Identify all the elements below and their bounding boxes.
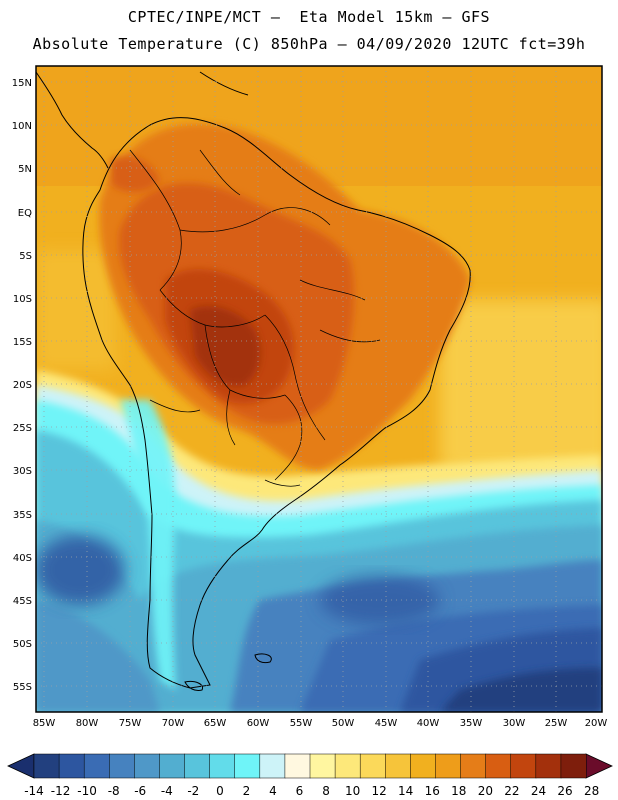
colorbar-label: 22 (504, 784, 519, 798)
lon-label: 20W (585, 718, 608, 729)
colorbar-cell (334, 753, 361, 779)
lat-label: 15N (12, 78, 32, 89)
lat-label: 5S (19, 251, 32, 262)
colorbar-cell (33, 753, 60, 779)
colorbar-label: 26 (557, 784, 572, 798)
longitude-axis: 85W 80W 75W 70W 65W 60W 55W 50W 45W 40W … (33, 718, 608, 729)
colorbar-label: -8 (108, 784, 120, 798)
colorbar-label: -4 (161, 784, 173, 798)
lat-label: 10N (12, 121, 32, 132)
colorbar-cell (134, 753, 160, 779)
lat-label: 30S (13, 466, 32, 477)
lon-label: 70W (162, 718, 185, 729)
lon-label: 45W (375, 718, 398, 729)
colorbar-cell (284, 753, 311, 779)
colorbar-cell (460, 753, 487, 779)
colorbar-label: -6 (134, 784, 146, 798)
lon-label: 60W (247, 718, 270, 729)
colorbar-cell (560, 753, 587, 779)
central-america-coastline (36, 71, 109, 169)
lon-label: 30W (503, 718, 526, 729)
lon-label: 85W (33, 718, 56, 729)
colorbar-label: 0 (216, 784, 224, 798)
colorbar-label: 20 (478, 784, 493, 798)
lat-label: 50S (13, 639, 32, 650)
colorbar-cells (33, 753, 587, 779)
colorbar-cell (510, 753, 537, 779)
colorbar-label: 8 (322, 784, 330, 798)
lon-label: 40W (417, 718, 440, 729)
lat-label: 35S (13, 510, 32, 521)
colorbar-label: 28 (584, 784, 599, 798)
colorbar-cell (58, 753, 85, 779)
colorbar-cell (385, 753, 411, 779)
colorbar: -14 -12 -10 -8 -6 -4 -2 0 2 4 6 8 10 12 … (7, 753, 613, 798)
colorbar-cell (535, 753, 562, 779)
colorbar-cell (309, 753, 336, 779)
colorbar-label: 4 (269, 784, 277, 798)
colorbar-cell (435, 753, 462, 779)
colorbar-cell (410, 753, 436, 779)
colorbar-label: 14 (398, 784, 413, 798)
colorbar-low-arrow (7, 753, 35, 779)
lat-label: 55S (13, 682, 32, 693)
lat-label: 20S (13, 380, 32, 391)
colorbar-label: 10 (345, 784, 360, 798)
colorbar-cell (485, 753, 512, 779)
lat-label: 25S (13, 423, 32, 434)
colorbar-label: 6 (296, 784, 304, 798)
borders (129, 149, 381, 487)
colorbar-cell (159, 753, 186, 779)
temperature-field (36, 66, 602, 712)
colorbar-high-arrow (585, 753, 613, 779)
coastlines (36, 71, 471, 691)
colorbar-label: 24 (531, 784, 546, 798)
lat-label: EQ (18, 208, 32, 219)
lon-label: 65W (204, 718, 227, 729)
lat-label: 40S (13, 553, 32, 564)
colorbar-cell (259, 753, 286, 779)
lat-label: 45S (13, 596, 32, 607)
lon-label: 55W (290, 718, 313, 729)
lat-label: 10S (13, 294, 32, 305)
colorbar-label: 12 (372, 784, 387, 798)
lat-label: 15S (13, 337, 32, 348)
lon-label: 75W (119, 718, 142, 729)
lon-label: 35W (460, 718, 483, 729)
colorbar-cell (209, 753, 236, 779)
lon-label: 80W (76, 718, 99, 729)
colorbar-cell (234, 753, 261, 779)
title-line-1: CPTEC/INPE/MCT – Eta Model 15km – GFS (127, 8, 491, 26)
colorbar-label: -2 (187, 784, 199, 798)
map-frame (35, 65, 603, 713)
lon-label: 50W (332, 718, 355, 729)
colorbar-cell (359, 753, 386, 779)
colorbar-label: 2 (243, 784, 251, 798)
colorbar-label: -14 (24, 784, 44, 798)
colorbar-cell (184, 753, 211, 779)
lon-label: 25W (545, 718, 568, 729)
colorbar-labels: -14 -12 -10 -8 -6 -4 -2 0 2 4 6 8 10 12 … (24, 784, 599, 798)
colorbar-label: 16 (425, 784, 440, 798)
colorbar-cell (109, 753, 135, 779)
colorbar-cell (83, 753, 110, 779)
colorbar-label: -10 (77, 784, 97, 798)
south-america-coastline (82, 117, 471, 689)
title-line-2: Absolute Temperature (C) 850hPa – 04/09/… (32, 35, 586, 53)
latitude-axis: 15N 10N 5N EQ 5S 10S 15S 20S 25S 30S 35S… (12, 78, 32, 693)
colorbar-label: 18 (451, 784, 466, 798)
lat-label: 5N (18, 164, 32, 175)
colorbar-label: -12 (51, 784, 71, 798)
